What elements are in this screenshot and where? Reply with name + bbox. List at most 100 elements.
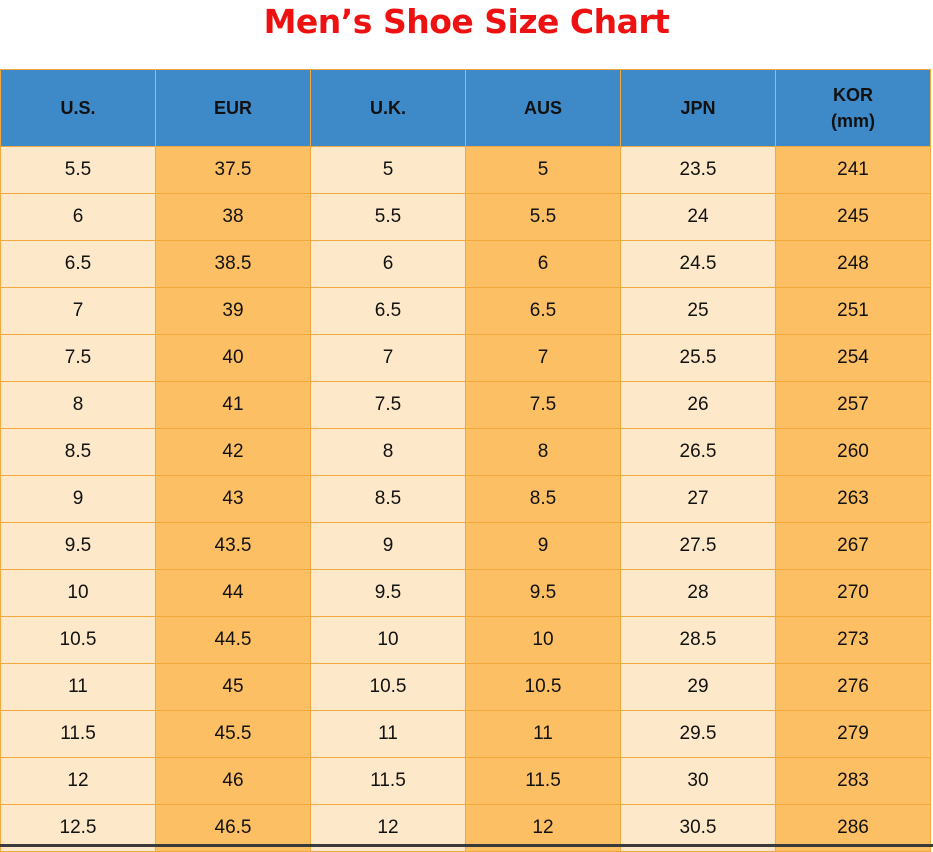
cell-aus: 6 — [465, 240, 621, 288]
cell-kor: 248 — [775, 240, 931, 288]
cell-eur: 41 — [155, 381, 311, 429]
cell-us: 7.5 — [0, 334, 156, 382]
cell-jpn: 25.5 — [620, 334, 776, 382]
cell-aus: 8 — [465, 428, 621, 476]
cell-eur: 44.5 — [155, 616, 311, 664]
cell-uk: 9 — [310, 522, 466, 570]
cell-kor: 267 — [775, 522, 931, 570]
table-row: 7.5 40 7 7 25.5 254 — [0, 334, 931, 382]
cell-uk: 6.5 — [310, 287, 466, 335]
cell-us: 9.5 — [0, 522, 156, 570]
cell-eur: 40 — [155, 334, 311, 382]
cell-uk: 7.5 — [310, 381, 466, 429]
header-label: AUS — [523, 98, 562, 118]
cell-aus: 5 — [465, 146, 621, 194]
cell-jpn: 24 — [620, 193, 776, 241]
cell-us: 12 — [0, 757, 156, 805]
cell-jpn: 26.5 — [620, 428, 776, 476]
cell-uk: 8.5 — [310, 475, 466, 523]
cell-eur: 45.5 — [155, 710, 311, 758]
cell-uk: 5 — [310, 146, 466, 194]
cell-us: 5.5 — [0, 146, 156, 194]
cell-eur: 38.5 — [155, 240, 311, 288]
header-row: U.S. EUR U.K. AUS JPN KOR (mm) — [0, 69, 931, 147]
cell-aus: 9.5 — [465, 569, 621, 617]
cell-us: 8.5 — [0, 428, 156, 476]
cell-jpn: 28.5 — [620, 616, 776, 664]
cell-jpn: 25 — [620, 287, 776, 335]
table-row: 6 38 5.5 5.5 24 245 — [0, 193, 931, 241]
cell-us: 9 — [0, 475, 156, 523]
cell-kor: 251 — [775, 287, 931, 335]
header-label: U.K. — [370, 98, 406, 118]
cell-uk: 10 — [310, 616, 466, 664]
table-row: 9 43 8.5 8.5 27 263 — [0, 475, 931, 523]
cell-eur: 45 — [155, 663, 311, 711]
cell-eur: 43.5 — [155, 522, 311, 570]
table-row: 11.5 45.5 11 11 29.5 279 — [0, 710, 931, 758]
cell-aus: 6.5 — [465, 287, 621, 335]
cell-kor: 283 — [775, 757, 931, 805]
bottom-bar — [0, 844, 933, 847]
cell-eur: 44 — [155, 569, 311, 617]
cell-kor: 241 — [775, 146, 931, 194]
cell-uk: 11.5 — [310, 757, 466, 805]
header-label: (mm) — [831, 111, 875, 131]
cell-eur: 43 — [155, 475, 311, 523]
table-row: 10 44 9.5 9.5 28 270 — [0, 569, 931, 617]
cell-uk: 6 — [310, 240, 466, 288]
cell-kor: 245 — [775, 193, 931, 241]
cell-us: 6.5 — [0, 240, 156, 288]
cell-uk: 7 — [310, 334, 466, 382]
cell-jpn: 28 — [620, 569, 776, 617]
cell-eur: 46 — [155, 757, 311, 805]
cell-aus: 10 — [465, 616, 621, 664]
table-row: 10.5 44.5 10 10 28.5 273 — [0, 616, 931, 664]
cell-kor: 279 — [775, 710, 931, 758]
cell-aus: 11 — [465, 710, 621, 758]
table-row: 12 46 11.5 11.5 30 283 — [0, 757, 931, 805]
cell-kor: 254 — [775, 334, 931, 382]
cell-kor: 273 — [775, 616, 931, 664]
cell-us: 10.5 — [0, 616, 156, 664]
header-label: EUR — [213, 98, 252, 118]
cell-kor: 276 — [775, 663, 931, 711]
cell-kor: 270 — [775, 569, 931, 617]
cell-aus: 7.5 — [465, 381, 621, 429]
cell-jpn: 29.5 — [620, 710, 776, 758]
header-eur: EUR — [155, 69, 311, 147]
table-row: 8 41 7.5 7.5 26 257 — [0, 381, 931, 429]
cell-eur: 38 — [155, 193, 311, 241]
cell-aus: 7 — [465, 334, 621, 382]
cell-jpn: 27 — [620, 475, 776, 523]
cell-aus: 9 — [465, 522, 621, 570]
cell-kor: 257 — [775, 381, 931, 429]
page-title: Men’s Shoe Size Chart — [263, 2, 670, 41]
cell-uk: 10.5 — [310, 663, 466, 711]
cell-us: 7 — [0, 287, 156, 335]
cell-aus: 5.5 — [465, 193, 621, 241]
cell-uk: 11 — [310, 710, 466, 758]
table-row: 11 45 10.5 10.5 29 276 — [0, 663, 931, 711]
cell-eur: 37.5 — [155, 146, 311, 194]
header-label: KOR — [833, 85, 873, 105]
cell-jpn: 24.5 — [620, 240, 776, 288]
header-us: U.S. — [0, 69, 156, 147]
header-label: U.S. — [60, 98, 96, 118]
header-uk: U.K. — [310, 69, 466, 147]
header-aus: AUS — [465, 69, 621, 147]
size-chart-table: U.S. EUR U.K. AUS JPN KOR (mm) 5.5 37.5 5 5 23.5 24… — [0, 69, 931, 852]
header-label: JPN — [680, 98, 716, 118]
cell-jpn: 27.5 — [620, 522, 776, 570]
cell-eur: 39 — [155, 287, 311, 335]
cell-kor: 263 — [775, 475, 931, 523]
cell-us: 11.5 — [0, 710, 156, 758]
cell-us: 10 — [0, 569, 156, 617]
table-row: 7 39 6.5 6.5 25 251 — [0, 287, 931, 335]
cell-eur: 42 — [155, 428, 311, 476]
cell-jpn: 29 — [620, 663, 776, 711]
table-row: 8.5 42 8 8 26.5 260 — [0, 428, 931, 476]
table-row: 6.5 38.5 6 6 24.5 248 — [0, 240, 931, 288]
cell-us: 11 — [0, 663, 156, 711]
header-jpn: JPN — [620, 69, 776, 147]
